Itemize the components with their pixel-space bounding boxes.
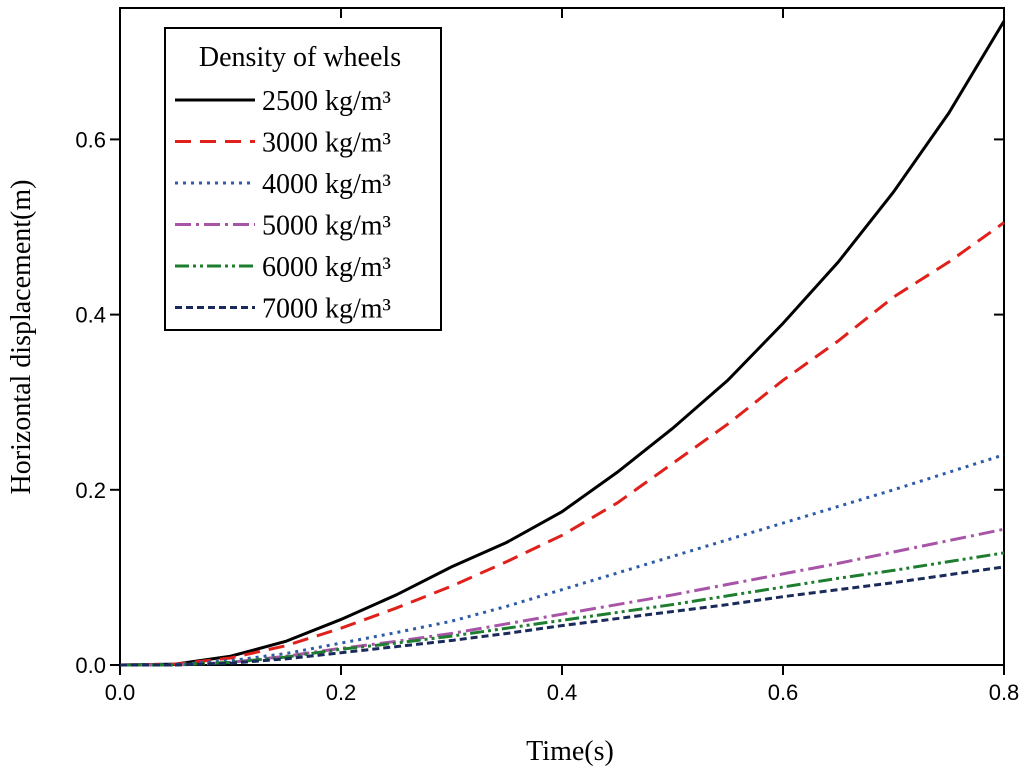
x-tick-label: 0.4 [547, 680, 578, 705]
y-axis-label: Horizontal displacement(m) [6, 180, 37, 495]
y-tick-label: 0.6 [75, 127, 106, 152]
legend-label: 6000 kg/m³ [262, 252, 391, 283]
series-line [120, 551, 1005, 667]
legend-label: 3000 kg/m³ [262, 128, 391, 159]
x-tick-label: 0.0 [105, 680, 136, 705]
y-tick-label: 0.4 [75, 303, 106, 328]
y-tick-label: 0.0 [75, 653, 106, 678]
legend-label: 4000 kg/m³ [262, 169, 391, 200]
series-line [119, 20, 1006, 667]
legend-label: 5000 kg/m³ [262, 211, 391, 242]
legend-box [164, 27, 442, 331]
series-line [119, 221, 1005, 667]
x-tick-label: 0.6 [768, 680, 799, 705]
series-line [120, 565, 1005, 667]
x-tick-label: 0.2 [326, 680, 357, 705]
legend-label: 2500 kg/m³ [262, 86, 391, 117]
x-tick-label: 0.8 [989, 680, 1020, 705]
legend-label: 7000 kg/m³ [262, 294, 391, 325]
x-axis-label: Time(s) [526, 736, 614, 767]
series-line [119, 453, 1005, 667]
series-line [120, 527, 1005, 667]
legend-title: Density of wheels [199, 42, 401, 73]
y-tick-label: 0.2 [75, 478, 106, 503]
